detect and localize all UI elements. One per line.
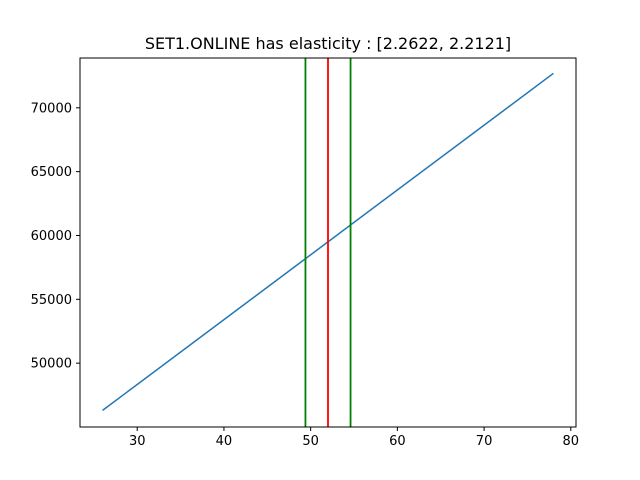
y-tick-label: 55000 — [31, 293, 72, 308]
x-tick-label: 40 — [216, 434, 233, 449]
y-tick-label: 60000 — [31, 229, 72, 244]
x-tick-label: 50 — [302, 434, 319, 449]
x-tick-label: 60 — [389, 434, 406, 449]
x-tick-label: 80 — [563, 434, 580, 449]
plot-frame — [79, 57, 577, 428]
x-tick-label: 70 — [476, 434, 493, 449]
y-tick-label: 50000 — [31, 357, 72, 372]
y-tick-label: 70000 — [31, 101, 72, 116]
y-tick-label: 65000 — [31, 165, 72, 180]
x-axis: 30 40 50 60 70 80 — [129, 427, 579, 449]
chart-title: SET1.ONLINE has elasticity : [2.2622, 2.… — [145, 34, 511, 53]
y-axis: 50000 55000 60000 65000 70000 — [31, 101, 80, 372]
x-tick-label: 30 — [129, 434, 146, 449]
plot-content — [102, 58, 554, 427]
